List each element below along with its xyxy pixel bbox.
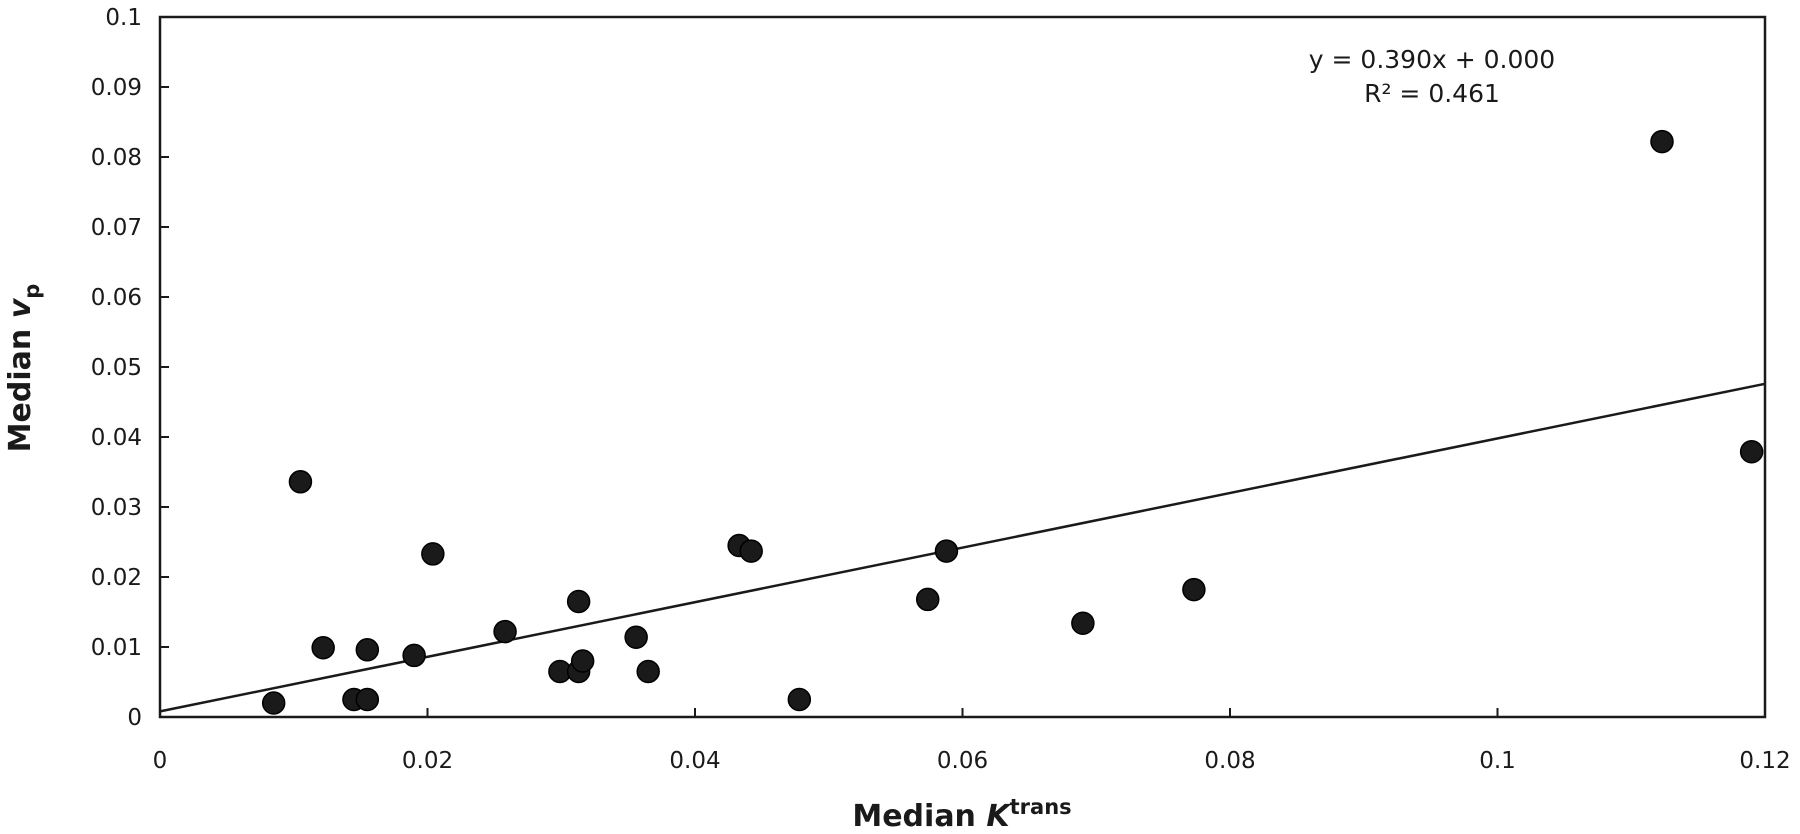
x-tick-label: 0.06: [937, 748, 988, 774]
trendline: [159, 382, 1766, 713]
y-tick-label: 0.01: [91, 635, 142, 661]
data-point: [311, 635, 335, 660]
trendline-r-squared: R² = 0.461: [1364, 79, 1500, 108]
y-tick-label: 0.08: [91, 145, 142, 171]
x-tick-label: 0: [153, 748, 168, 774]
y-axis-title-symbol: v: [3, 297, 38, 318]
data-point: [1182, 577, 1206, 602]
data-point: [636, 659, 660, 684]
x-tick-label: 0.02: [402, 748, 453, 774]
data-point: [288, 470, 313, 494]
data-point: [787, 687, 812, 712]
data-point: [1650, 129, 1674, 154]
data-point: [934, 539, 959, 563]
data-point: [402, 643, 426, 668]
data-points: [261, 129, 1764, 715]
data-point: [739, 539, 763, 563]
x-tick-label: 0.04: [669, 748, 720, 774]
data-point: [566, 589, 591, 614]
y-axis-ticks: 0 0.01 0.02 0.03 0.04 0.05 0.06 0.07 0.08 0.09 0.1: [91, 5, 169, 731]
x-axis-title-symbol: K: [986, 799, 1012, 834]
y-axis-title-subscript: p: [20, 284, 44, 299]
x-tick-label: 0.08: [1204, 748, 1255, 774]
x-axis-title: Median Ktrans: [852, 795, 1071, 834]
data-point: [1739, 439, 1764, 464]
y-tick-label: 0.06: [91, 285, 142, 311]
data-point: [1071, 611, 1095, 635]
x-tick-label: 0.1: [1479, 748, 1516, 774]
data-point: [261, 691, 286, 715]
data-point: [915, 587, 940, 612]
data-point: [421, 542, 445, 566]
data-point: [493, 619, 517, 644]
y-axis-title: Median vp: [3, 284, 44, 453]
y-tick-label: 0.09: [91, 75, 142, 101]
y-tick-label: 0.04: [91, 425, 142, 451]
y-axis-title-prefix: Median: [3, 318, 38, 452]
plot-area-frame: [158, 15, 1767, 719]
y-tick-label: 0.07: [91, 215, 142, 241]
data-point: [355, 638, 380, 662]
data-point: [355, 687, 380, 712]
y-tick-label: 0.1: [105, 5, 142, 31]
x-axis-title-superscript: trans: [1010, 795, 1072, 819]
x-axis-ticks: 0 0.02 0.04 0.06 0.08 0.1 0.12: [153, 708, 1791, 774]
data-point: [570, 649, 595, 673]
y-tick-label: 0.03: [91, 495, 142, 521]
trendline-equation: y = 0.390x + 0.000: [1309, 45, 1555, 74]
data-point: [624, 625, 648, 649]
y-tick-label: 0: [127, 705, 142, 731]
x-tick-label: 0.12: [1739, 748, 1790, 774]
x-axis-title-prefix: Median: [852, 799, 986, 834]
y-tick-label: 0.02: [91, 565, 142, 591]
y-tick-label: 0.05: [91, 355, 142, 381]
